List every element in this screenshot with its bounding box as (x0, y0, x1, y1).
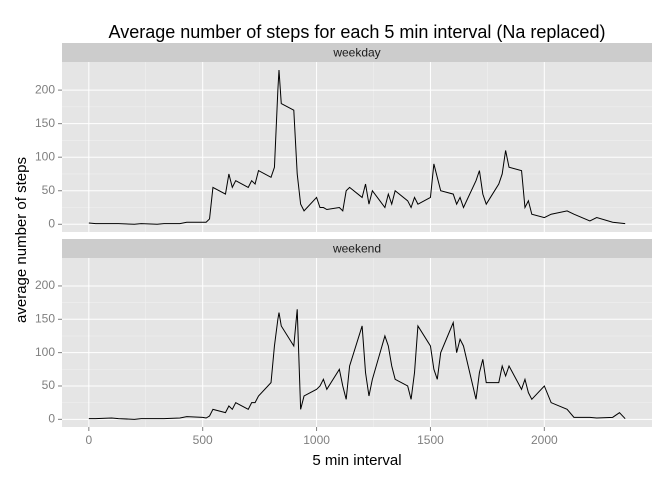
strip-label: weekend (332, 242, 381, 256)
y-tick-label: 200 (35, 278, 55, 292)
data-line (88, 69, 626, 225)
x-tick-label: 0 (85, 433, 92, 447)
y-tick-label: 150 (35, 311, 55, 325)
y-tick-label: 100 (35, 149, 55, 163)
y-tick-label: 100 (35, 345, 55, 359)
strip-label: weekday (332, 46, 380, 60)
y-axis-label: average number of steps (13, 157, 30, 323)
x-axis-label: 5 min interval (312, 452, 401, 469)
y-tick-label: 200 (35, 82, 55, 96)
strip (62, 239, 652, 258)
y-tick-label: 150 (35, 116, 55, 130)
panel (62, 62, 652, 232)
data-line (88, 309, 626, 420)
x-tick-label: 1000 (303, 433, 330, 447)
y-tick-label: 50 (42, 378, 56, 392)
x-tick-label: 500 (193, 433, 213, 447)
x-tick-label: 2000 (531, 433, 558, 447)
y-tick-label: 0 (48, 412, 55, 426)
x-tick-label: 1500 (417, 433, 444, 447)
y-tick-label: 0 (48, 216, 55, 230)
y-tick-label: 50 (42, 183, 56, 197)
strip (62, 43, 652, 62)
chart-title: Average number of steps for each 5 min i… (109, 22, 606, 42)
